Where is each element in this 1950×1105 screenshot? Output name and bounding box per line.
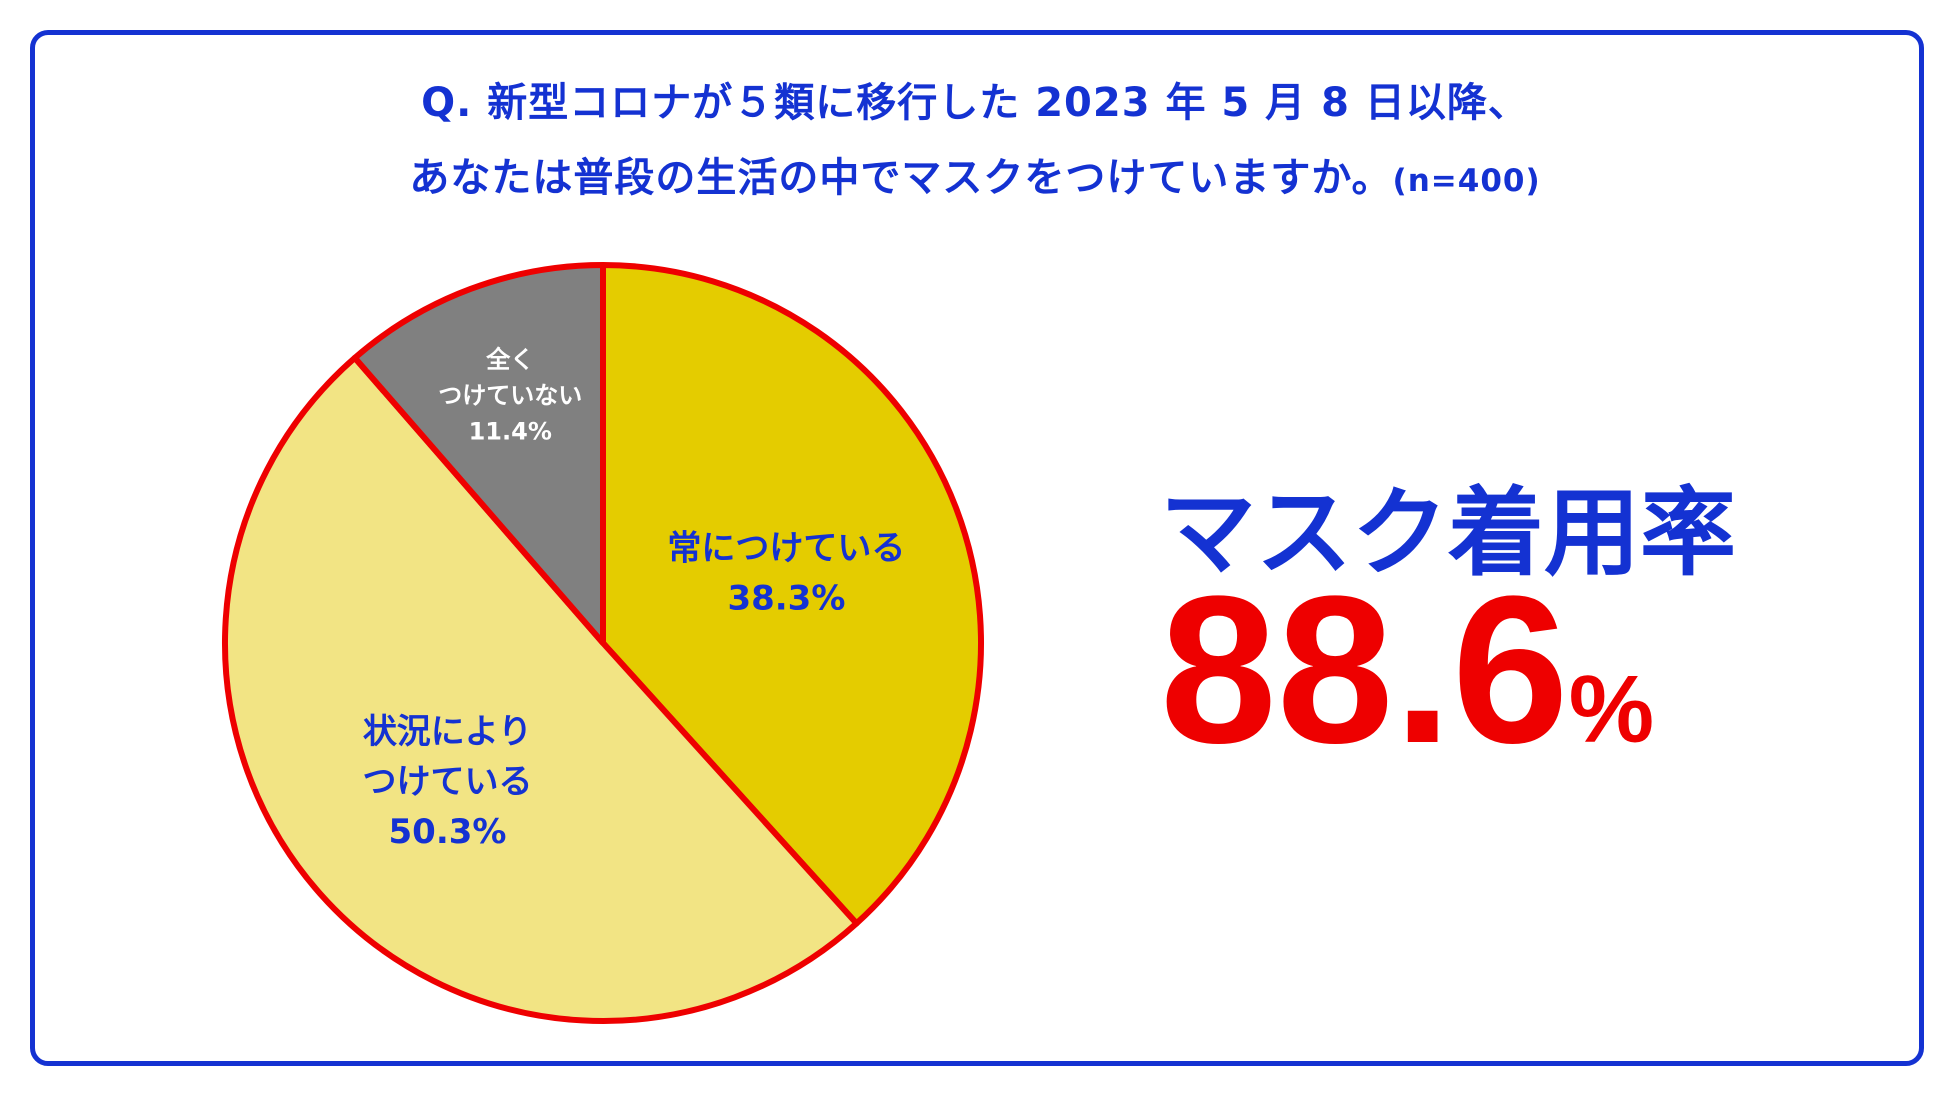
question-title-line2-text: あなたは普段の生活の中でマスクをつけていますか。	[409, 155, 1393, 201]
pie-slice-1	[221, 354, 860, 1025]
pie-label-1-line-0: 状況により	[363, 712, 532, 752]
mask-rate-unit: %	[1568, 656, 1655, 763]
pie-label-2: 全くつけていない 11.4%	[438, 346, 582, 446]
pie-label-2-line-2: 11.4%	[469, 418, 552, 446]
pie-label-1-line-2: 50.3%	[389, 812, 507, 852]
question-title-line1: Q. 新型コロナが５類に移行した 2023 年 5 月 8 日以降、	[0, 70, 1950, 128]
pie-label-2-line-0: 全く	[485, 346, 534, 374]
sample-size: (n=400)	[1392, 163, 1541, 199]
question-title-line1-text: Q. 新型コロナが５類に移行した 2023 年 5 月 8 日以降、	[421, 80, 1529, 126]
mask-rate-label: マスク着用率	[1160, 477, 1736, 589]
pie-label-2-line-1: つけていない	[438, 382, 582, 410]
pie-label-0-line-1: 38.3%	[727, 578, 845, 618]
pie-label-0-line-0: 常につけている	[667, 528, 905, 568]
pie-label-0: 常につけている 38.3%	[667, 528, 905, 618]
pie-label-1-line-1: つけている	[362, 762, 532, 802]
mask-rate-number: 88.6	[1160, 552, 1569, 787]
pie-label-1: 状況によりつけている 50.3%	[362, 712, 532, 852]
mask-rate-value: 88.6%	[1160, 565, 1654, 815]
pie-slice-2	[351, 262, 606, 646]
question-title-line2: あなたは普段の生活の中でマスクをつけていますか。(n=400)	[0, 145, 1950, 203]
pie-slice-0	[600, 262, 984, 927]
